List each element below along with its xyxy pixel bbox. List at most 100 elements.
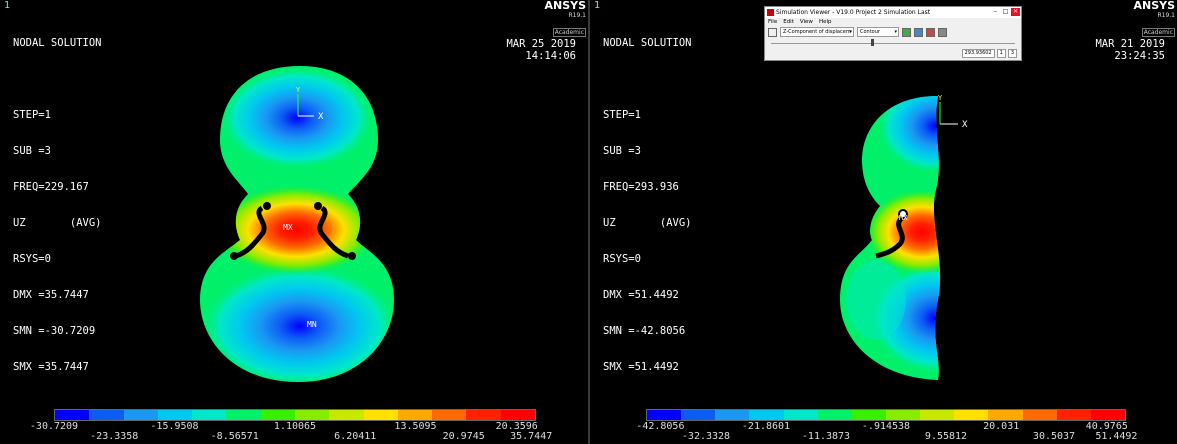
menu-file[interactable]: File (768, 19, 778, 25)
legend-color-cell (466, 410, 501, 420)
legend-tick: 40.9765 (1085, 421, 1128, 432)
legend-tick: -42.8056 (636, 421, 685, 432)
simulation-viewer-window[interactable]: Simulation Viewer - V19.0 Project 2 Simu… (764, 6, 1022, 61)
legend-color-cell (294, 410, 330, 420)
step-icon[interactable] (914, 27, 923, 37)
minimize-button[interactable]: – (994, 8, 997, 15)
result-select[interactable]: Z-Component of displacem (780, 27, 854, 37)
menu-view[interactable]: View (799, 19, 813, 25)
info-line: SMX =35.7447 (13, 361, 89, 373)
info-line: SMX =51.4492 (603, 361, 679, 373)
legend-tick: 20.3596 (495, 421, 538, 432)
date-label: MAR 21 2019 (1095, 38, 1165, 50)
window-index: 1 (4, 0, 11, 11)
info-line: DMX =35.7447 (13, 289, 89, 301)
frame-total-field[interactable]: 3 (1007, 49, 1017, 58)
legend-color-cell (715, 410, 750, 420)
info-line: UZ (AVG) (603, 217, 692, 229)
legend-color-cell (397, 410, 433, 420)
menu-help[interactable]: Help (818, 19, 832, 25)
legend-tick: 9.55812 (924, 431, 968, 442)
info-line: STEP=1 (13, 109, 51, 121)
legend-color-cell (885, 410, 921, 420)
legend-color-cell (1056, 410, 1091, 420)
info-line: RSYS=0 (13, 253, 51, 265)
stop-icon[interactable] (926, 27, 935, 37)
date-label: MAR 25 2019 (506, 38, 576, 50)
legend-tick: -15.9508 (150, 421, 199, 432)
legend-color-cell (851, 410, 886, 420)
ansys-logo: ANSYS R19.1 Academic (544, 0, 586, 37)
legend-color-cell (647, 410, 682, 420)
legend-color-cell (432, 410, 467, 420)
ansys-logo: ANSYS R19.1 Academic (1133, 0, 1175, 37)
frequency-field[interactable]: 293.93602 (961, 49, 995, 58)
timestamp: MAR 25 2019 14:14:06 (506, 38, 576, 62)
legend-tick: 20.9745 (442, 431, 485, 442)
legend-color-cell (260, 410, 295, 420)
legend-tick: 51.4492 (1095, 431, 1138, 442)
legend-color-cell (89, 410, 124, 420)
axis-y-label: Y (296, 86, 301, 94)
max-marker: MX (899, 214, 908, 222)
info-line: SMN =-42.8056 (603, 325, 686, 337)
legend-tick: -11.3873 (801, 431, 851, 442)
info-line: DMX =51.4492 (603, 289, 679, 301)
info-line: SUB =3 (13, 145, 51, 157)
legend-color-cell (954, 410, 989, 420)
axis-x-label: X (962, 120, 968, 130)
legend-tick: 35.7447 (510, 431, 553, 442)
axis-y-label: Y (938, 94, 943, 102)
toolbar-icon[interactable] (768, 27, 777, 37)
right-graphics-window[interactable]: 1 NODAL SOLUTION STEP=1 SUB =3 FREQ=293.… (590, 0, 1177, 444)
maximize-button[interactable]: □ (1002, 8, 1009, 15)
legend-color-cell (500, 410, 535, 420)
legend-color-cell (55, 410, 90, 420)
legend-color-cell (157, 410, 193, 420)
legend-tick: 20.031 (983, 421, 1020, 432)
title-bar[interactable]: Simulation Viewer - V19.0 Project 2 Simu… (765, 7, 1021, 18)
legend-color-cell (783, 410, 818, 420)
legend-color-cell (817, 410, 852, 420)
result-info-block: NODAL SOLUTION STEP=1 SUB =3 FREQ=293.93… (603, 13, 692, 397)
menu-edit[interactable]: Edit (783, 19, 794, 25)
play-icon[interactable] (902, 27, 911, 37)
legend-color-cell (363, 410, 398, 420)
toolbar: Z-Component of displacem Contour (765, 26, 1021, 38)
app-icon (767, 9, 774, 16)
legend-tick: -8.56571 (210, 431, 259, 442)
info-line: SMN =-30.7209 (13, 325, 96, 337)
contour-plot-left[interactable]: X Y MX MN (0, 0, 588, 400)
color-legend-bar (646, 409, 1126, 421)
color-legend-labels: -30.7209 -15.9508 1.10065 13.5095 20.359… (30, 421, 552, 444)
slider-thumb[interactable] (871, 39, 874, 46)
info-line: NODAL SOLUTION (13, 37, 102, 49)
legend-tick: -32.3328 (681, 431, 731, 442)
display-select[interactable]: Contour (857, 27, 899, 37)
info-line: FREQ=229.167 (13, 181, 89, 193)
frame-slider[interactable] (771, 38, 1015, 48)
settings-icon[interactable] (938, 27, 947, 37)
legend-color-cell (329, 410, 364, 420)
legend-tick: 1.10065 (273, 421, 317, 432)
frame-current-field[interactable]: 1 (996, 49, 1006, 58)
time-label: 23:24:35 (1114, 50, 1165, 62)
legend-color-cell (749, 410, 784, 420)
info-line: STEP=1 (603, 109, 641, 121)
left-graphics-window[interactable]: 1 NODAL SOLUTION STEP=1 SUB =3 FREQ=229.… (0, 0, 588, 444)
legend-tick: 30.5037 (1032, 431, 1076, 442)
legend-color-cell (988, 410, 1023, 420)
legend-tick: -21.8601 (741, 421, 791, 432)
info-line: NODAL SOLUTION (603, 37, 692, 49)
info-line: SUB =3 (603, 145, 641, 157)
close-button[interactable]: ✕ (1011, 8, 1020, 16)
legend-tick: -30.7209 (29, 421, 79, 432)
result-info-block: NODAL SOLUTION STEP=1 SUB =3 FREQ=229.16… (13, 13, 102, 397)
min-marker: MN (307, 320, 317, 329)
legend-color-cell (123, 410, 158, 420)
contour-plot-right[interactable]: X Y MX (590, 0, 1177, 400)
info-line: UZ (AVG) (13, 217, 102, 229)
window-divider[interactable] (588, 0, 590, 444)
legend-tick: 6.20411 (334, 431, 377, 442)
legend-tick: 13.5095 (394, 421, 437, 432)
